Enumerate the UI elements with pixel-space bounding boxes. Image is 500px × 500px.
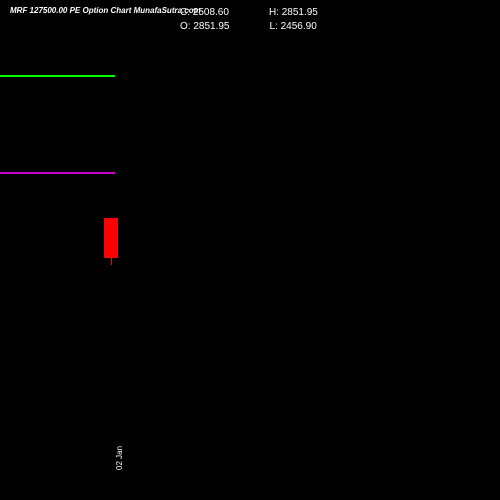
ohlc-low: L: 2456.90 [270, 20, 317, 34]
ohlc-open: O: 2851.95 [180, 20, 230, 34]
ohlc-close: C: 2508.60 [180, 6, 229, 20]
indicator-line-0 [0, 75, 115, 77]
chart-title: MRF 127500.00 PE Option Chart MunafaSutr… [10, 6, 201, 15]
candle-body [104, 218, 118, 258]
ohlc-display: C: 2508.60 H: 2851.95 O: 2851.95 L: 2456… [180, 6, 318, 34]
x-axis-label-0: 02 Jan [115, 446, 124, 470]
indicator-line-1 [0, 172, 115, 174]
candlestick-chart: MRF 127500.00 PE Option Chart MunafaSutr… [0, 0, 500, 500]
ohlc-high: H: 2851.95 [269, 6, 318, 20]
